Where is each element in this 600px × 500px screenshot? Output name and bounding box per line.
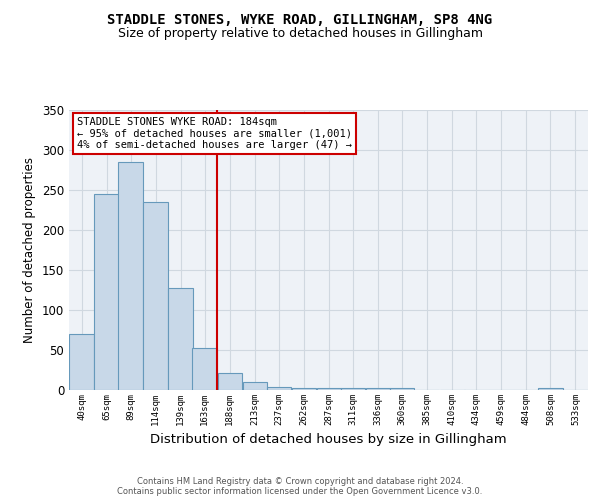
Bar <box>69 334 94 390</box>
Text: Contains HM Land Registry data © Crown copyright and database right 2024.
Contai: Contains HM Land Registry data © Crown c… <box>118 476 482 496</box>
Bar <box>193 348 217 390</box>
Y-axis label: Number of detached properties: Number of detached properties <box>23 157 37 343</box>
X-axis label: Distribution of detached houses by size in Gillingham: Distribution of detached houses by size … <box>150 434 507 446</box>
Bar <box>218 373 242 390</box>
Text: Size of property relative to detached houses in Gillingham: Size of property relative to detached ho… <box>118 28 482 40</box>
Bar <box>341 388 365 390</box>
Bar <box>143 202 168 390</box>
Bar <box>390 388 415 390</box>
Text: STADDLE STONES, WYKE ROAD, GILLINGHAM, SP8 4NG: STADDLE STONES, WYKE ROAD, GILLINGHAM, S… <box>107 12 493 26</box>
Bar <box>118 162 143 390</box>
Bar <box>94 194 119 390</box>
Bar <box>292 388 316 390</box>
Bar <box>242 382 267 390</box>
Bar <box>317 388 341 390</box>
Text: STADDLE STONES WYKE ROAD: 184sqm
← 95% of detached houses are smaller (1,001)
4%: STADDLE STONES WYKE ROAD: 184sqm ← 95% o… <box>77 117 352 150</box>
Bar <box>366 388 391 390</box>
Bar <box>538 388 563 390</box>
Bar <box>169 288 193 390</box>
Bar <box>266 387 291 390</box>
